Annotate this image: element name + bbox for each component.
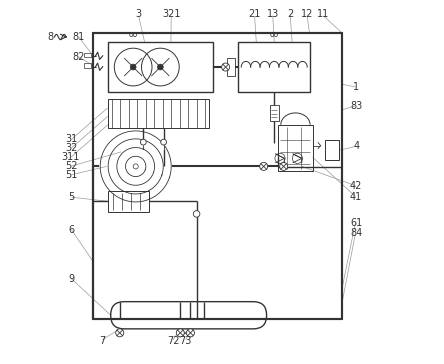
Text: 41: 41 (350, 191, 362, 202)
Circle shape (158, 64, 163, 70)
Bar (278, 125, 313, 171)
Text: 72: 72 (167, 336, 179, 346)
Circle shape (176, 329, 184, 337)
Text: 31: 31 (65, 134, 78, 144)
Bar (270, 105, 278, 121)
Text: 81: 81 (73, 32, 85, 42)
Text: oo: oo (270, 30, 279, 39)
Bar (108, 99, 209, 128)
Circle shape (140, 139, 146, 145)
Text: 4: 4 (353, 142, 359, 151)
Text: 42: 42 (350, 181, 362, 191)
Text: 21: 21 (249, 9, 261, 19)
Text: 321: 321 (162, 9, 180, 19)
Text: 32: 32 (65, 143, 78, 153)
Text: 1: 1 (353, 82, 359, 92)
Text: 11: 11 (317, 9, 329, 19)
Text: 311: 311 (62, 153, 80, 162)
Text: oo: oo (128, 30, 138, 39)
Circle shape (130, 64, 136, 70)
Text: 82: 82 (72, 52, 85, 62)
Circle shape (193, 211, 200, 217)
Text: 13: 13 (267, 9, 279, 19)
Text: 83: 83 (350, 101, 362, 111)
Bar (108, 42, 213, 92)
Text: 52: 52 (65, 161, 78, 171)
Text: 5: 5 (68, 192, 75, 202)
Text: 6: 6 (68, 225, 75, 235)
Text: 51: 51 (65, 170, 78, 180)
Text: 2: 2 (287, 9, 293, 19)
Bar (108, 191, 150, 212)
Bar (227, 58, 235, 76)
Text: 7: 7 (99, 336, 106, 346)
Bar (93, 33, 342, 319)
Circle shape (116, 329, 124, 337)
Circle shape (133, 164, 138, 169)
Circle shape (222, 63, 230, 71)
Text: 73: 73 (179, 336, 192, 346)
Bar (238, 42, 310, 92)
Bar (84, 63, 91, 68)
Text: 3: 3 (135, 9, 142, 19)
Bar (84, 52, 91, 57)
Bar (325, 140, 339, 160)
Text: 8: 8 (48, 32, 54, 42)
Text: 9: 9 (68, 274, 75, 284)
Circle shape (260, 162, 268, 170)
Circle shape (186, 329, 194, 337)
Text: 84: 84 (350, 229, 362, 238)
Text: 12: 12 (301, 9, 313, 19)
Circle shape (161, 139, 166, 145)
Circle shape (280, 162, 288, 170)
Text: 61: 61 (350, 218, 362, 228)
